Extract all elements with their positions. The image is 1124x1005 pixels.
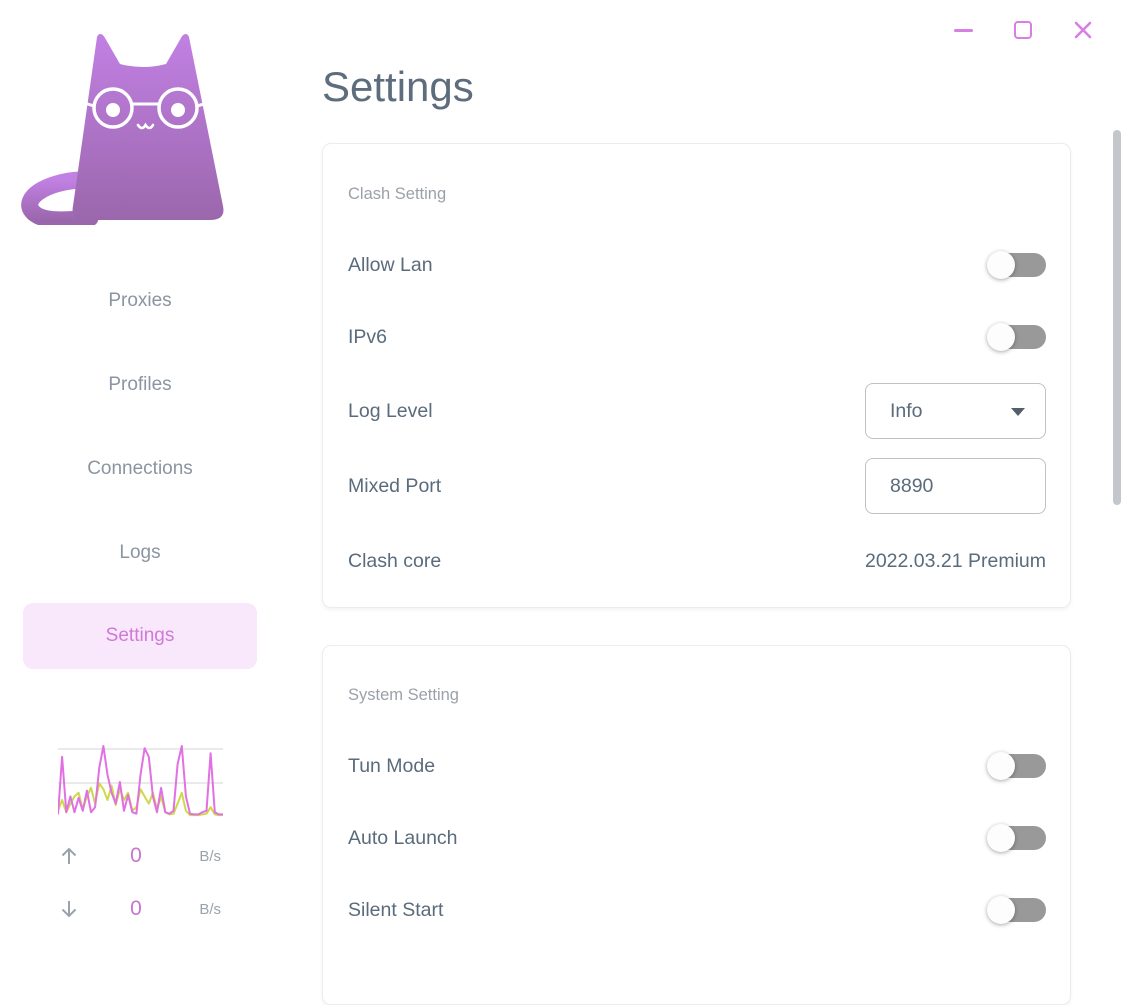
sidebar-item-connections[interactable]: Connections <box>23 436 257 502</box>
row-label: Allow Lan <box>348 253 433 276</box>
close-button[interactable] <box>1065 12 1101 48</box>
select-value: Info <box>890 399 923 422</box>
maximize-icon <box>1014 21 1032 39</box>
mixed-port-input[interactable] <box>865 458 1046 514</box>
row-label: Mixed Port <box>348 474 442 497</box>
sidebar-item-label: Profiles <box>108 374 172 395</box>
chevron-down-icon <box>1011 408 1025 416</box>
allow-lan-toggle[interactable] <box>987 250 1046 280</box>
system-setting-card: System Setting Tun Mode Auto Launch Sile… <box>322 645 1071 1005</box>
arrow-down-icon <box>61 901 77 918</box>
card-title: Clash Setting <box>348 185 447 203</box>
toggle-thumb <box>987 752 1015 780</box>
traffic-down-row: 0 B/s <box>58 896 223 922</box>
maximize-button[interactable] <box>1005 12 1041 48</box>
arrow-up-icon <box>61 847 77 864</box>
row-label: Tun Mode <box>348 754 436 777</box>
setting-row-allow-lan: Allow Lan <box>348 237 1046 293</box>
row-label: Clash core <box>348 549 442 572</box>
setting-row-ipv6: IPv6 <box>348 309 1046 365</box>
clash-cat-logo <box>21 34 224 225</box>
card-title: System Setting <box>348 686 459 704</box>
sidebar-item-label: Settings <box>105 625 175 646</box>
sidebar-item-label: Connections <box>87 458 193 479</box>
traffic-graph <box>58 745 223 817</box>
sidebar-item-label: Proxies <box>108 290 172 311</box>
minimize-icon <box>953 28 973 32</box>
row-label: Silent Start <box>348 898 444 921</box>
minimize-button[interactable] <box>945 12 981 48</box>
sidebar-item-profiles[interactable]: Profiles <box>23 352 257 418</box>
download-speed-value: 0 <box>130 897 142 920</box>
setting-row-auto-launch: Auto Launch <box>348 810 1046 866</box>
row-label: IPv6 <box>348 325 388 348</box>
row-label: Auto Launch <box>348 826 458 849</box>
setting-row-silent-start: Silent Start <box>348 882 1046 938</box>
close-icon <box>1074 21 1092 39</box>
download-speed-unit: B/s <box>199 900 221 918</box>
log-level-select[interactable]: Info <box>865 383 1046 439</box>
setting-row-log-level: Log Level Info <box>348 383 1046 439</box>
ipv6-toggle[interactable] <box>987 322 1046 352</box>
silent-start-toggle[interactable] <box>987 895 1046 925</box>
setting-row-mixed-port: Mixed Port <box>348 458 1046 514</box>
toggle-thumb <box>987 896 1015 924</box>
sidebar-item-label: Logs <box>119 542 161 563</box>
row-label: Log Level <box>348 399 433 422</box>
toggle-thumb <box>987 323 1015 351</box>
setting-row-tun-mode: Tun Mode <box>348 738 1046 794</box>
page-title: Settings <box>322 63 474 110</box>
sidebar-item-logs[interactable]: Logs <box>23 520 257 586</box>
sidebar: Proxies Profiles Connections Logs Settin… <box>0 0 280 937</box>
traffic-up-row: 0 B/s <box>58 843 223 869</box>
upload-speed-value: 0 <box>130 844 142 867</box>
upload-speed-unit: B/s <box>199 847 221 865</box>
auto-launch-toggle[interactable] <box>987 823 1046 853</box>
scrollbar-thumb[interactable] <box>1113 130 1121 505</box>
clash-setting-card: Clash Setting Allow Lan IPv6 Log Level I… <box>322 143 1071 608</box>
clash-core-version: 2022.03.21 Premium <box>864 549 1046 572</box>
setting-row-clash-core: Clash core 2022.03.21 Premium <box>348 533 1046 589</box>
tun-mode-toggle[interactable] <box>987 751 1046 781</box>
toggle-thumb <box>987 251 1015 279</box>
toggle-thumb <box>987 824 1015 852</box>
sidebar-item-proxies[interactable]: Proxies <box>23 268 257 334</box>
sidebar-item-settings[interactable]: Settings <box>23 603 257 669</box>
